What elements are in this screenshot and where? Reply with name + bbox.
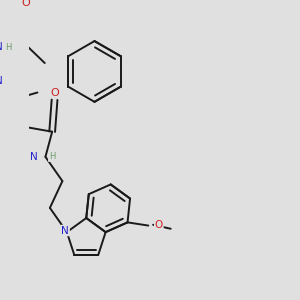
- Text: N: N: [30, 152, 38, 162]
- Text: N: N: [61, 226, 69, 236]
- Text: H: H: [49, 152, 55, 161]
- Text: O: O: [22, 0, 30, 8]
- Text: N: N: [0, 42, 2, 52]
- Text: O: O: [155, 220, 163, 230]
- Text: H: H: [5, 43, 11, 52]
- Text: N: N: [0, 76, 3, 86]
- Text: O: O: [50, 88, 59, 98]
